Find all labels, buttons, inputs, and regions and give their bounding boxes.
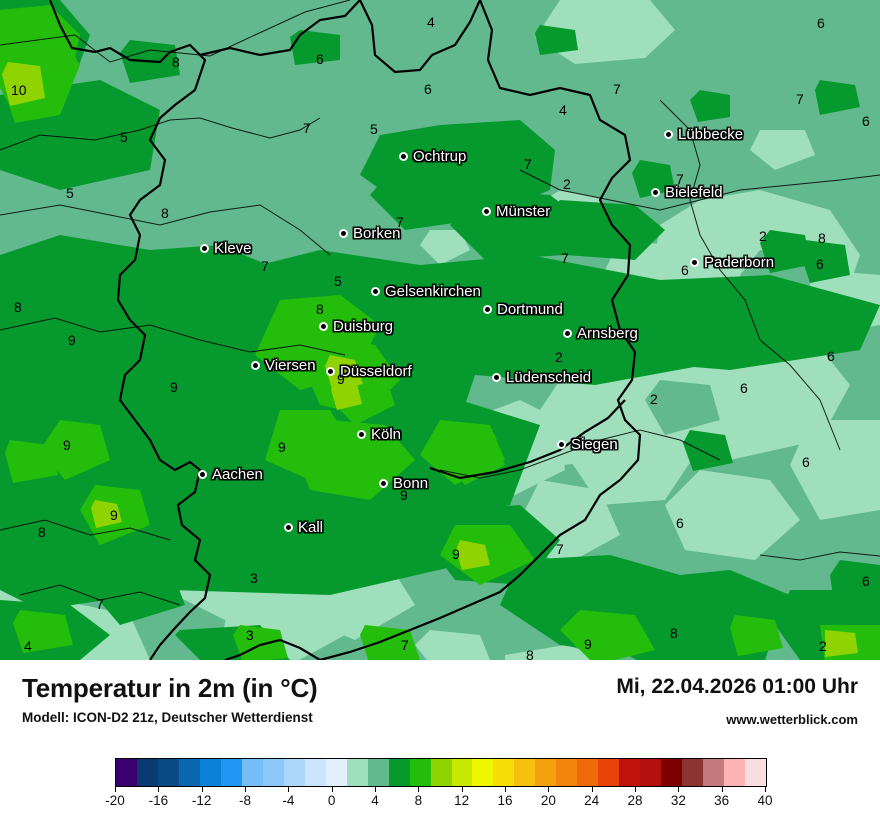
- colorbar-tick-label: 8: [414, 793, 423, 808]
- colorbar-tick: [245, 786, 246, 792]
- colorbar-swatch: [367, 759, 389, 786]
- colorbar-swatch: [451, 759, 473, 786]
- colorbar-tick-label: 40: [757, 793, 773, 808]
- colorbar-swatch: [493, 759, 515, 786]
- colorbar-tick: [505, 786, 506, 792]
- colorbar-tick: [375, 786, 376, 792]
- colorbar-tick-label: -8: [238, 793, 252, 808]
- colorbar-swatch: [535, 759, 557, 786]
- colorbar-tick: [635, 786, 636, 792]
- colorbar-swatch: [682, 759, 704, 786]
- colorbar-swatch: [514, 759, 536, 786]
- page-title: Temperatur in 2m (in °C): [22, 673, 318, 703]
- colorbar-tick-label: 12: [454, 793, 470, 808]
- colorbar-gradient: [115, 758, 767, 787]
- colorbar-swatch: [619, 759, 641, 786]
- colorbar-swatch: [640, 759, 662, 786]
- colorbar-axis: -20 -16 -12 -8 -4 0 4 8 12 16 20 24 28 32 36 40: [105, 786, 773, 814]
- colorbar-tick: [461, 786, 463, 792]
- colorbar-tick: [288, 786, 290, 792]
- colorbar-swatch: [199, 759, 221, 786]
- colorbar-tick-label: 20: [540, 793, 556, 808]
- colorbar-tick-label: -16: [148, 793, 169, 808]
- colorbar-tick: [158, 786, 160, 792]
- colorbar-swatch: [661, 759, 683, 786]
- colorbar-tick: [591, 786, 593, 792]
- colorbar-swatch: [598, 759, 620, 786]
- colorbar-tick-label: -4: [282, 793, 295, 808]
- colorbar-swatch: [136, 759, 158, 786]
- colorbar-tick-label: 36: [714, 793, 730, 808]
- colorbar-tick-label: -12: [191, 793, 212, 808]
- colorbar-swatch: [304, 759, 326, 786]
- colorbar-tick: [721, 786, 723, 792]
- colorbar-swatch: [472, 759, 494, 786]
- temperature-map[interactable]: Lübbecke Bielefeld Paderborn Ochtrup Münster…: [0, 0, 880, 660]
- colorbar-tick: [418, 786, 420, 792]
- colorbar-tick-label: 32: [670, 793, 686, 808]
- colorbar-swatch: [724, 759, 746, 786]
- colorbar-tick-label: -20: [105, 793, 125, 808]
- colorbar-swatch: [745, 759, 767, 786]
- colorbar-swatch: [262, 759, 284, 786]
- valid-datetime: Mi, 22.04.2026 01:00 Uhr: [616, 675, 858, 698]
- colorbar-tick-label: 4: [371, 793, 379, 808]
- colorbar-tick: [548, 786, 550, 792]
- colorbar-tick-label: 24: [584, 793, 600, 808]
- colorbar-swatch: [430, 759, 452, 786]
- colorbar-swatch: [556, 759, 578, 786]
- colorbar-swatch: [178, 759, 200, 786]
- website-label: www.wetterblick.com: [726, 712, 858, 727]
- colorbar-swatch: [241, 759, 263, 786]
- colorbar-tick: [765, 786, 766, 792]
- colorbar-swatch: [703, 759, 725, 786]
- colorbar-tick-label: 16: [497, 793, 513, 808]
- map-footer: Temperatur in 2m (in °C) Modell: ICON-D2…: [0, 660, 880, 830]
- colorbar-tick-label: 28: [627, 793, 643, 808]
- colorbar-swatch: [283, 759, 305, 786]
- colorbar-tick: [678, 786, 680, 792]
- colorbar-swatch: [325, 759, 347, 786]
- colorbar-swatch: [346, 759, 368, 786]
- colorbar-swatch: [577, 759, 599, 786]
- colorbar-tick-label: 0: [327, 793, 336, 808]
- colorbar-swatch: [157, 759, 179, 786]
- colorbar-tick: [331, 786, 333, 792]
- model-subtitle: Modell: ICON-D2 21z, Deutscher Wetterdie…: [22, 710, 313, 725]
- temperature-raster: [0, 0, 880, 660]
- colorbar-swatch: [409, 759, 431, 786]
- colorbar-tick: [115, 786, 116, 792]
- colorbar-swatch: [116, 759, 137, 786]
- colorbar-swatch: [220, 759, 242, 786]
- colorbar-tick: [201, 786, 203, 792]
- colorbar-legend: -20 -16 -12 -8 -4 0 4 8 12 16 20 24 28 32 36 40: [0, 758, 880, 818]
- colorbar-swatch: [388, 759, 410, 786]
